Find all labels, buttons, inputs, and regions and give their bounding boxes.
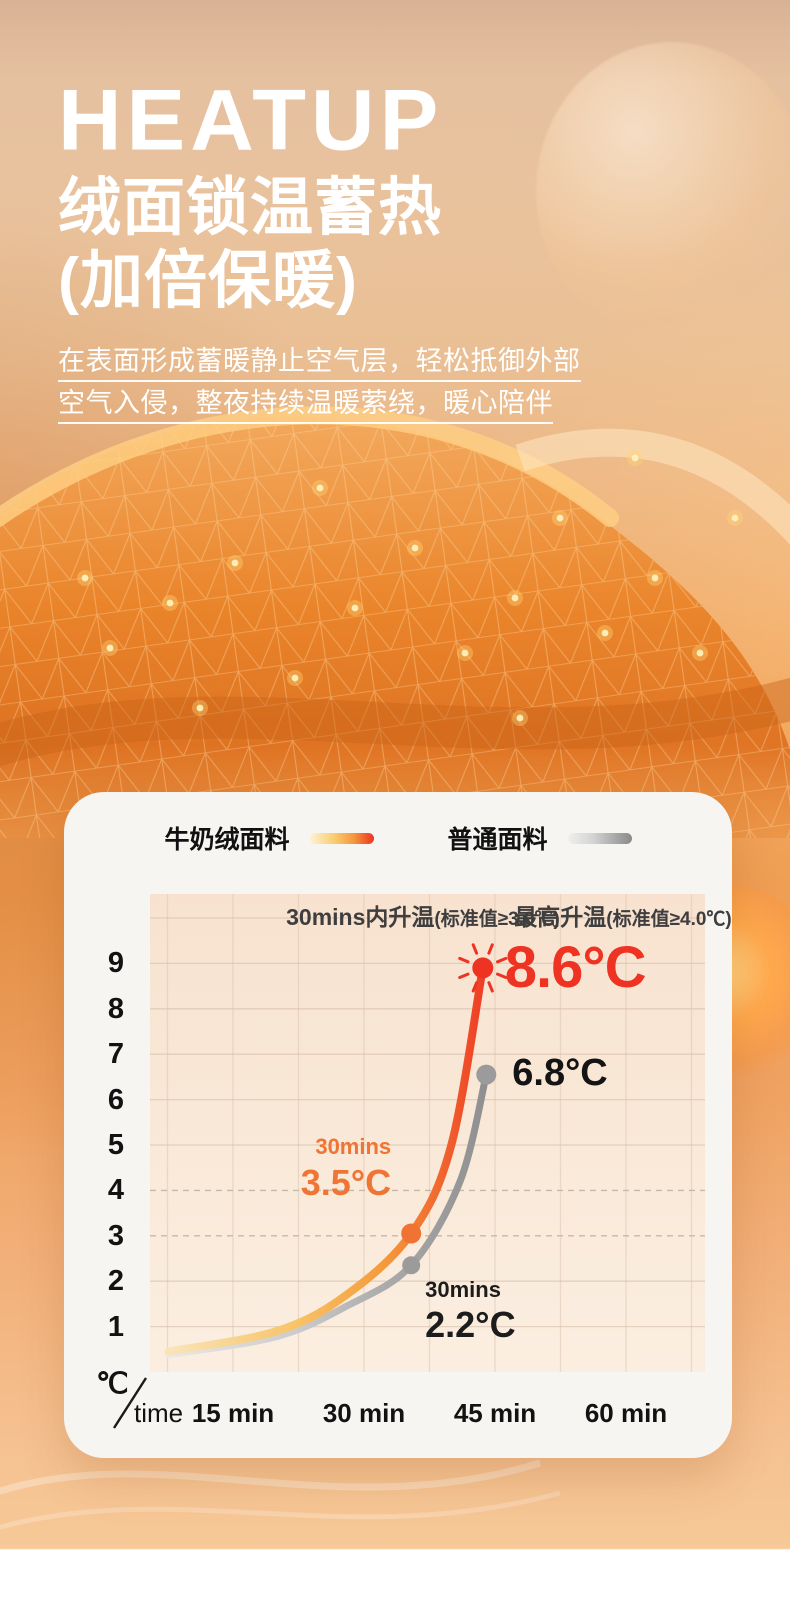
fabric-mesh — [0, 416, 790, 838]
legend-item-milk-velvet: 牛奶绒面料 — [164, 820, 374, 856]
chart-subtitle-left: 30mins内升温(标准值≥3.0℃) — [286, 898, 560, 932]
chart-legend: 牛奶绒面料 普通面料 — [64, 792, 732, 856]
legend-item-ordinary: 普通面料 — [448, 820, 632, 856]
y-tick-label: 6 — [107, 1084, 124, 1116]
subtitle-left-paren: (标准值≥3.0℃) — [434, 909, 560, 930]
x-tick-label: 60 min — [584, 1398, 668, 1428]
y-tick-label: 5 — [107, 1129, 124, 1161]
series-curve-1 — [164, 1071, 490, 1359]
x-tick-label: 15 min — [191, 1398, 275, 1428]
series-curve-0 — [164, 963, 487, 1356]
y-tick-label: 9 — [107, 947, 124, 979]
line-chart — [150, 894, 705, 1372]
description: 在表面形成蓄暖静止空气层，轻松抵御外部 空气入侵，整夜持续温暖萦绕，暖心陪伴 — [58, 347, 581, 424]
chart-subtitle-right: 最高升温(标准值≥4.0℃) — [514, 898, 732, 932]
y-tick-label: 7 — [107, 1038, 124, 1070]
headline-line2: (加倍保暖) — [58, 245, 358, 316]
chart-card: 牛奶绒面料 普通面料 30mins内升温(标准值≥3.0℃) 最高升温(标准值≥… — [64, 792, 732, 1458]
y-tick-label: 8 — [107, 993, 124, 1025]
y-axis-unit: ℃ — [96, 1368, 129, 1400]
x-tick-label: 45 min — [453, 1398, 537, 1428]
burst-icon — [458, 943, 508, 993]
y-tick-label: 4 — [107, 1174, 124, 1206]
glow-dots — [77, 450, 743, 726]
glass-bubble — [536, 42, 790, 342]
subtitle-right-paren: (标准值≥4.0℃) — [606, 909, 732, 930]
y-tick-label: 1 — [107, 1311, 124, 1343]
grid — [150, 894, 705, 1372]
legend-label-milk-velvet: 牛奶绒面料 — [164, 826, 290, 854]
axis-unit-corner: ℃ time — [90, 1366, 220, 1438]
fabric-art — [0, 406, 790, 838]
y-axis: 1 2 3 4 5 6 7 8 9 — [64, 894, 126, 1372]
plot-area — [150, 894, 705, 1372]
end-dot-1 — [476, 1064, 497, 1085]
mid-dot-0 — [401, 1223, 422, 1244]
y-tick-label: 2 — [107, 1265, 124, 1297]
axis-slash-icon — [112, 1377, 148, 1429]
description-line2: 空气入侵，整夜持续温暖萦绕，暖心陪伴 — [58, 389, 553, 424]
headline: 绒面锁温蓄热 (加倍保暖) — [58, 172, 581, 318]
legend-line-gray-icon — [567, 832, 632, 844]
subtitle-right-main: 最高升温 — [514, 904, 607, 930]
headline-line1: 绒面锁温蓄热 — [58, 172, 442, 243]
brand-logo: HEATUP — [58, 70, 444, 169]
mid-dot-1 — [402, 1256, 421, 1275]
legend-line-warm-icon — [309, 832, 374, 844]
y-tick-label: 3 — [107, 1220, 124, 1252]
subtitle-left-main: 30mins内升温 — [286, 904, 435, 930]
bottom-waves — [0, 1459, 561, 1530]
x-axis-word: time — [134, 1398, 184, 1428]
x-axis: 15 min 30 min 45 min 60 min — [150, 1398, 705, 1434]
legend-label-ordinary: 普通面料 — [447, 826, 548, 854]
end-dot-0 — [472, 957, 494, 979]
hero-section: HEATUP 绒面锁温蓄热 (加倍保暖) 在表面形成蓄暖静止空气层，轻松抵御外部… — [58, 70, 581, 432]
x-tick-label: 30 min — [322, 1398, 406, 1428]
description-line1: 在表面形成蓄暖静止空气层，轻松抵御外部 — [58, 347, 581, 382]
